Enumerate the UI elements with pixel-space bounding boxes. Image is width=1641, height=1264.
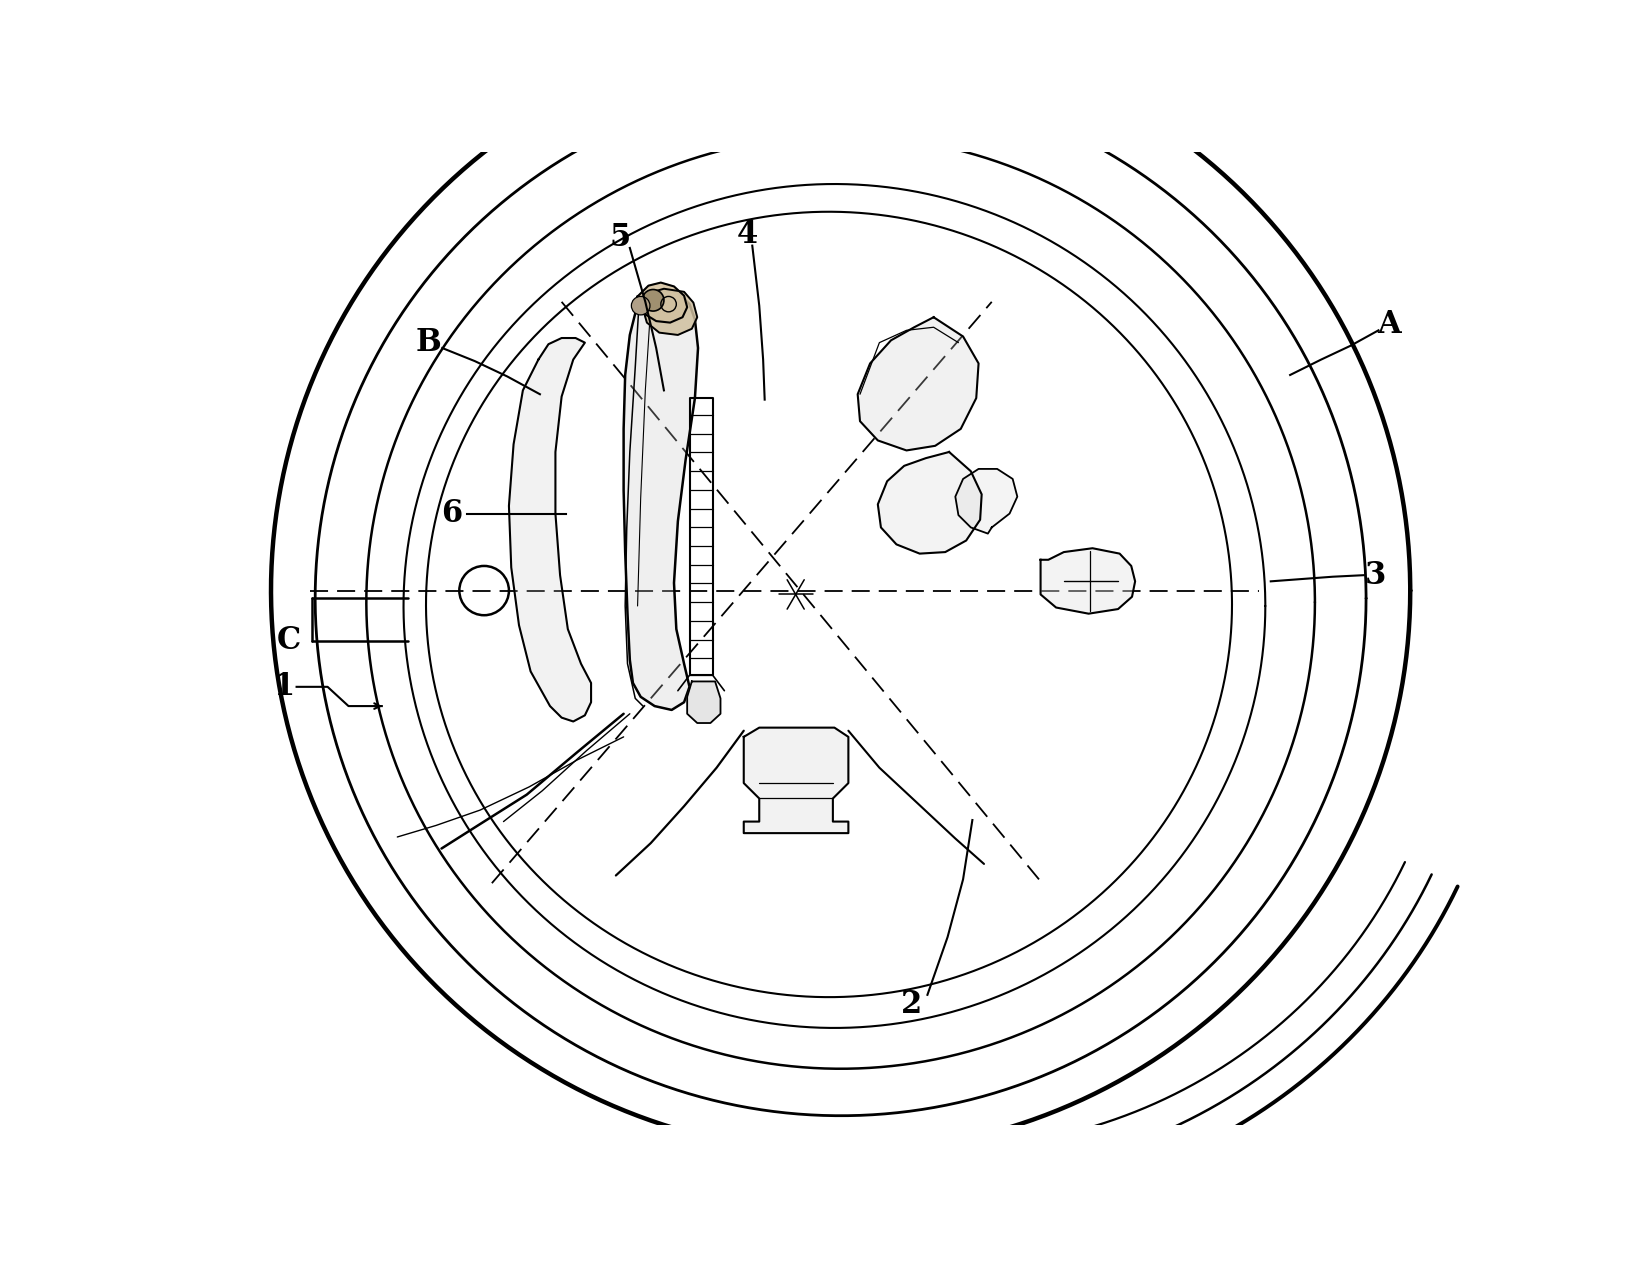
Polygon shape [878,453,981,554]
Circle shape [642,289,665,311]
Polygon shape [1040,549,1136,614]
Polygon shape [743,728,848,833]
Text: 3: 3 [1365,560,1387,590]
Text: 5: 5 [609,222,630,253]
Text: 1: 1 [274,671,295,703]
Text: 6: 6 [441,498,463,530]
Polygon shape [638,283,688,322]
Polygon shape [509,337,591,722]
Text: 2: 2 [901,990,922,1020]
Text: 4: 4 [737,220,758,250]
Polygon shape [624,291,697,710]
Polygon shape [858,317,978,450]
Polygon shape [955,469,1017,533]
Polygon shape [643,288,697,335]
Circle shape [632,297,650,315]
Text: A: A [1377,310,1401,340]
Polygon shape [688,681,720,723]
Text: C: C [277,626,300,656]
Text: B: B [415,327,441,358]
